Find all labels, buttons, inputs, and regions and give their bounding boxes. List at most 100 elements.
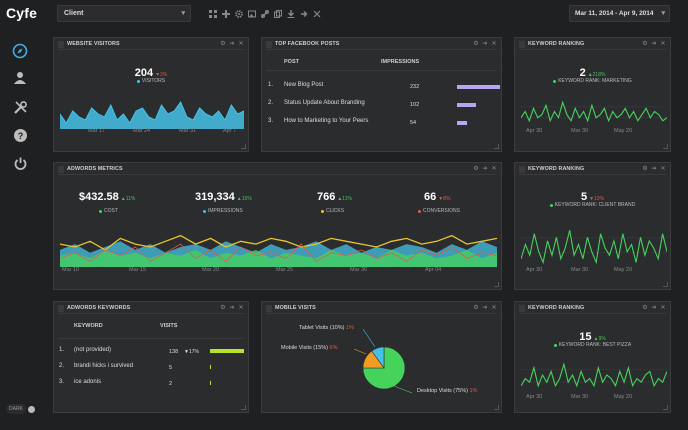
row-number: 2. <box>268 100 274 106</box>
x-tick: May 20 <box>614 394 633 400</box>
widget-header[interactable]: Adwords Keywords ⚙ ➔ ✕ <box>58 303 244 314</box>
post-title[interactable]: New Blog Post <box>284 82 324 88</box>
close-icon[interactable]: ✕ <box>660 41 666 47</box>
gear-icon[interactable]: ⚙ <box>473 166 479 172</box>
gear-icon[interactable]: ⚙ <box>473 305 479 311</box>
gear-icon[interactable] <box>234 9 243 18</box>
widget-header[interactable]: Top Facebook Posts ⚙ ➔ ✕ <box>266 39 497 50</box>
close-icon[interactable]: ✕ <box>660 305 666 311</box>
x-tick: Mar 31 <box>179 128 197 134</box>
tools-icon[interactable] <box>11 98 29 116</box>
keyword[interactable]: (not provided) <box>74 347 112 353</box>
drag-handle-icon[interactable] <box>58 304 64 312</box>
client-select[interactable]: Client ▾ <box>57 5 191 22</box>
chart-legend: VISITORS <box>54 78 248 84</box>
resize-handle[interactable] <box>494 144 499 149</box>
share-icon[interactable]: ➔ <box>651 305 657 311</box>
pie-slice-desktop[interactable] <box>362 346 406 390</box>
resize-handle[interactable] <box>241 144 246 149</box>
widget-title: Keyword Ranking <box>528 41 585 47</box>
legend-label: KEYWORD RANK: MARKETING <box>558 78 632 84</box>
x-tick: Mar 15 <box>129 267 147 273</box>
resize-handle[interactable] <box>663 405 668 410</box>
date-range-picker[interactable]: Mar 11, 2014 - Apr 9, 2014 ▾ <box>569 5 670 22</box>
resize-handle[interactable] <box>494 405 499 410</box>
grid-icon[interactable] <box>208 9 217 18</box>
leader-line-tablet <box>362 328 376 348</box>
add-icon[interactable] <box>221 9 230 18</box>
widget-keyword-ranking-marketing: Keyword Ranking ⚙ ➔ ✕ 2 ▲218% KEYWORD RAN… <box>514 37 671 152</box>
close-icon[interactable]: ✕ <box>238 305 244 311</box>
close-icon[interactable] <box>312 9 321 18</box>
share-icon[interactable]: ➔ <box>482 41 488 47</box>
pie-label-change: 1% <box>345 325 354 331</box>
share-icon[interactable]: ➔ <box>651 41 657 47</box>
download-icon[interactable] <box>286 9 295 18</box>
copy-icon[interactable] <box>273 9 282 18</box>
rank-value: 2 <box>579 67 586 79</box>
widget-header[interactable]: Keyword Ranking ⚙ ➔ ✕ <box>519 39 666 50</box>
metric-change: ▲11% <box>337 196 352 202</box>
rank-value: 5 <box>580 191 588 203</box>
pie-slice-tablet[interactable] <box>371 346 385 369</box>
drag-handle-icon[interactable] <box>519 40 525 48</box>
share-icon[interactable]: ➔ <box>651 166 657 172</box>
post-title[interactable]: Status Update About Branding <box>284 100 365 106</box>
x-tick: Mar 20 <box>202 267 220 273</box>
resize-handle[interactable] <box>663 144 668 149</box>
gear-icon[interactable]: ⚙ <box>642 41 648 47</box>
close-icon[interactable]: ✕ <box>491 166 497 172</box>
drag-handle-icon[interactable] <box>58 40 64 48</box>
resize-handle[interactable] <box>494 282 499 287</box>
close-icon[interactable]: ✕ <box>238 41 244 47</box>
widget-header[interactable]: Mobile Visits ⚙ ➔ ✕ <box>266 303 497 314</box>
widget-header[interactable]: Adwords Metrics ⚙ ➔ ✕ <box>58 164 497 175</box>
visits-value: 2 <box>169 381 173 387</box>
close-icon[interactable]: ✕ <box>491 305 497 311</box>
resize-handle[interactable] <box>663 282 668 287</box>
keyword[interactable]: brandi hicks i survived <box>74 363 134 369</box>
resize-handle[interactable] <box>241 405 246 410</box>
gear-icon[interactable]: ⚙ <box>220 305 226 311</box>
rank-value: 15 <box>579 331 592 343</box>
series-conversions-line <box>60 243 497 262</box>
user-icon[interactable] <box>11 69 29 87</box>
share-icon[interactable]: ➔ <box>482 166 488 172</box>
close-icon[interactable]: ✕ <box>660 166 666 172</box>
gear-icon[interactable]: ⚙ <box>642 166 648 172</box>
widget-header[interactable]: Keyword Ranking ⚙ ➔ ✕ <box>519 303 666 314</box>
drag-handle-icon[interactable] <box>58 165 64 173</box>
dark-mode-toggle[interactable]: DARK <box>6 404 35 414</box>
impressions-bar <box>457 103 476 107</box>
widget-header[interactable]: Keyword Ranking ⚙ ➔ ✕ <box>519 164 666 175</box>
gear-icon[interactable]: ⚙ <box>642 305 648 311</box>
pie-label-change: 6% <box>329 345 338 351</box>
link-icon[interactable] <box>260 9 269 18</box>
close-icon[interactable]: ✕ <box>491 41 497 47</box>
widget-header[interactable]: Website Visitors ⚙ ➔ ✕ <box>58 39 244 50</box>
legend-dot <box>136 79 140 83</box>
drag-handle-icon[interactable] <box>266 304 272 312</box>
x-tick: Apr 04 <box>425 267 442 273</box>
drag-handle-icon[interactable] <box>519 165 525 173</box>
share-icon[interactable]: ➔ <box>229 41 235 47</box>
legend-dot <box>99 209 102 213</box>
share-icon[interactable] <box>299 9 308 18</box>
impressions-value: 232 <box>410 84 420 90</box>
x-tick: Mar 24 <box>133 128 151 134</box>
metric-label: CLICKS <box>326 208 345 214</box>
share-icon[interactable]: ➔ <box>229 305 235 311</box>
keyword[interactable]: ice adonis <box>74 379 102 385</box>
help-icon[interactable]: ? <box>11 126 29 144</box>
post-title[interactable]: How to Marketing to Your Peers <box>284 118 369 124</box>
gear-icon[interactable]: ⚙ <box>473 41 479 47</box>
image-icon[interactable] <box>247 9 256 18</box>
power-icon[interactable] <box>11 154 29 172</box>
share-icon[interactable]: ➔ <box>482 305 488 311</box>
drag-handle-icon[interactable] <box>266 40 272 48</box>
compass-icon[interactable] <box>11 42 29 60</box>
pie-label-change: 1% <box>469 388 478 394</box>
widget-title: Adwords Metrics <box>67 166 123 172</box>
drag-handle-icon[interactable] <box>519 304 525 312</box>
gear-icon[interactable]: ⚙ <box>220 41 226 47</box>
